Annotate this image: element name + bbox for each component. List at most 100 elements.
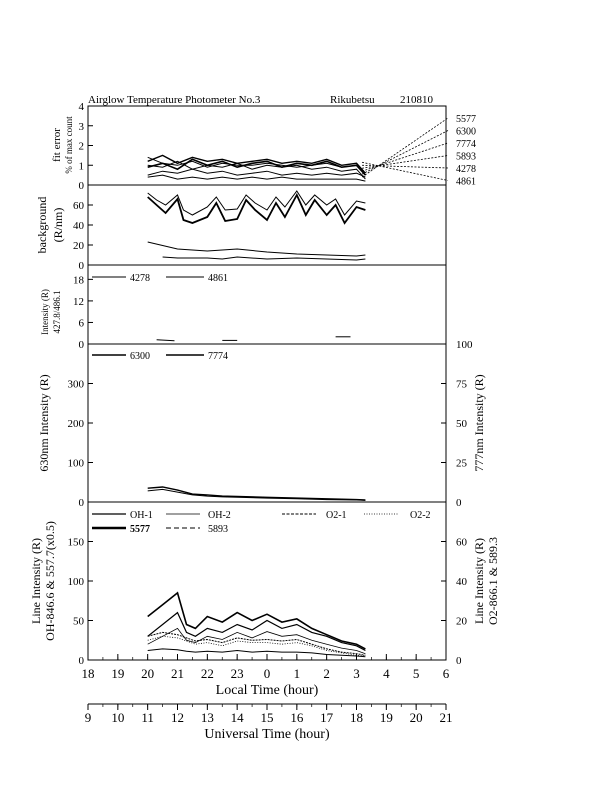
lt-tick-label-1: 19 bbox=[111, 666, 124, 681]
line-intensity-series-3-line bbox=[147, 635, 366, 657]
panel1-left-tick-label-3: 3 bbox=[79, 121, 85, 133]
panel4-left-tick-label-0: 0 bbox=[79, 497, 85, 509]
chart-title: Airglow Temperature Photometer No.3 bbox=[88, 94, 261, 106]
panel3-left-tick-label-1: 6 bbox=[79, 317, 85, 329]
lt-tick-label-5: 23 bbox=[231, 666, 244, 681]
panel1-left-tick-label-2: 2 bbox=[79, 141, 85, 153]
fit-error-legend-label-5: 4861 bbox=[456, 177, 476, 188]
chart-station: Rikubetsu bbox=[330, 94, 375, 106]
panel2-left-tick-label-3: 60 bbox=[73, 200, 85, 212]
lt-tick-label-8: 2 bbox=[323, 666, 330, 681]
panel3-left-tick-label-0: 0 bbox=[79, 339, 85, 351]
ut-tick-label-12: 21 bbox=[440, 710, 453, 725]
background-series-1-line bbox=[147, 190, 366, 216]
panel5-right-tick-label-3: 60 bbox=[456, 537, 468, 549]
fit-error-ylabel-1: fit error bbox=[51, 128, 63, 162]
fit-error-series-0-line bbox=[147, 158, 366, 176]
background-ylabel-1: background bbox=[35, 197, 49, 254]
panel2-left-tick-label-1: 20 bbox=[73, 240, 85, 252]
blue-ylabel-1: Intensity (R) bbox=[40, 289, 50, 335]
lt-tick-label-2: 20 bbox=[141, 666, 154, 681]
background-series-2-line bbox=[147, 241, 366, 257]
line-ylabel-left-1: Line Intensity (R) bbox=[29, 538, 43, 624]
panel-frame bbox=[87, 105, 447, 661]
blue-legend-label-0: 4278 bbox=[130, 273, 150, 284]
panel4-left-tick-label-3: 300 bbox=[68, 379, 85, 391]
fit-error-series-3-line bbox=[147, 160, 366, 180]
lt-tick-label-9: 3 bbox=[353, 666, 360, 681]
fit-error-series-1-line bbox=[147, 154, 366, 174]
panel4-left-tick-label-1: 100 bbox=[68, 458, 85, 470]
chart-marks: 0123455776300777458934278486102040600612… bbox=[68, 101, 477, 725]
ut-tick-label-8: 17 bbox=[320, 710, 334, 725]
fit-error-legend-label-0: 5577 bbox=[456, 114, 476, 125]
lt-tick-label-6: 0 bbox=[264, 666, 271, 681]
fit-error-legend-label-1: 6300 bbox=[456, 127, 476, 138]
panel1-left-tick-label-4: 4 bbox=[79, 101, 85, 113]
red-legend-label-0: 6300 bbox=[130, 351, 150, 362]
ut-tick-label-1: 10 bbox=[111, 710, 124, 725]
panel5-left-tick-label-2: 100 bbox=[68, 576, 85, 588]
fit-error-legend-leader-5 bbox=[361, 161, 449, 181]
blue-legend-label-1: 4861 bbox=[208, 273, 228, 284]
panel4-right-tick-label-1: 25 bbox=[456, 458, 468, 470]
panel5-left-tick-label-0: 0 bbox=[79, 655, 85, 667]
ut-tick-label-3: 12 bbox=[171, 710, 184, 725]
panel5-right-tick-label-2: 40 bbox=[456, 576, 468, 588]
line-ylabel-left-2: OH-846.6 & 557.7(x0.5) bbox=[43, 521, 57, 641]
line-intensity-series-2-line bbox=[147, 631, 366, 656]
panel1-left-tick-label-1: 1 bbox=[79, 160, 85, 172]
panel4-right-tick-label-0: 0 bbox=[456, 497, 462, 509]
lt-tick-label-0: 18 bbox=[82, 666, 95, 681]
line-ylabel-right-1: Line Intensity (R) bbox=[472, 538, 486, 624]
line-legend-label-4: 5577 bbox=[130, 524, 150, 535]
red-ylabel-right: 777nm Intensity (R) bbox=[472, 374, 486, 471]
chart-date: 210810 bbox=[400, 94, 434, 106]
panel5-left-tick-label-3: 150 bbox=[68, 537, 85, 549]
panel2-left-tick-label-2: 40 bbox=[73, 220, 85, 232]
panel4-right-tick-label-4: 100 bbox=[456, 339, 473, 351]
blue-ylabel-2: 427.8/486.1 bbox=[52, 290, 62, 333]
universal-time-xlabel: Universal Time (hour) bbox=[204, 727, 330, 742]
panel5-left-tick-label-1: 50 bbox=[73, 616, 85, 628]
red-legend-label-1: 7774 bbox=[208, 351, 228, 362]
fit-error-legend-leader-0 bbox=[361, 117, 449, 178]
lt-tick-label-4: 22 bbox=[201, 666, 214, 681]
ut-tick-label-4: 13 bbox=[201, 710, 214, 725]
fit-error-series-2-line bbox=[147, 168, 366, 178]
panel3-left-tick-label-3: 18 bbox=[73, 274, 85, 286]
fit-error-legend-leader-1 bbox=[361, 130, 449, 175]
lt-tick-label-12: 6 bbox=[443, 666, 450, 681]
lt-tick-label-3: 21 bbox=[171, 666, 184, 681]
ut-tick-label-2: 11 bbox=[141, 710, 154, 725]
line-legend-label-3: O2-2 bbox=[410, 510, 431, 521]
background-series-3-line bbox=[162, 256, 366, 261]
ut-tick-label-7: 16 bbox=[290, 710, 304, 725]
fit-error-legend-label-2: 7774 bbox=[456, 139, 476, 150]
line-legend-label-0: OH-1 bbox=[130, 510, 153, 521]
panel1-left-tick-label-0: 0 bbox=[79, 180, 85, 192]
panel3-left-tick-label-2: 12 bbox=[73, 296, 84, 308]
ut-tick-label-5: 14 bbox=[231, 710, 245, 725]
local-time-xlabel: Local Time (hour) bbox=[216, 683, 319, 698]
lt-tick-label-7: 1 bbox=[294, 666, 301, 681]
ut-tick-label-0: 9 bbox=[85, 710, 92, 725]
background-ylabel-2: (R/nm) bbox=[51, 208, 65, 243]
lt-tick-label-10: 4 bbox=[383, 666, 390, 681]
panel5-right-tick-label-1: 20 bbox=[456, 616, 468, 628]
red-line-series-1-line bbox=[147, 488, 366, 501]
ut-tick-label-11: 20 bbox=[410, 710, 423, 725]
red-ylabel-left: 630nm Intensity (R) bbox=[37, 374, 51, 471]
line-legend-label-2: O2-1 bbox=[326, 510, 347, 521]
panel5-right-tick-label-0: 0 bbox=[456, 655, 462, 667]
line-ylabel-right-2: O2-866.1 & 589.3 bbox=[486, 537, 500, 625]
line-legend-label-1: OH-2 bbox=[208, 510, 231, 521]
intensity-blue-series-0-line bbox=[156, 339, 175, 342]
line-legend-label-5: 5893 bbox=[208, 524, 228, 535]
fit-error-series-5-line bbox=[147, 156, 366, 176]
fit-error-legend-label-4: 4278 bbox=[456, 164, 476, 175]
panel4-right-tick-label-3: 75 bbox=[456, 379, 468, 391]
panel2-left-tick-label-0: 0 bbox=[79, 260, 85, 272]
panel4-left-tick-label-2: 200 bbox=[68, 418, 85, 430]
